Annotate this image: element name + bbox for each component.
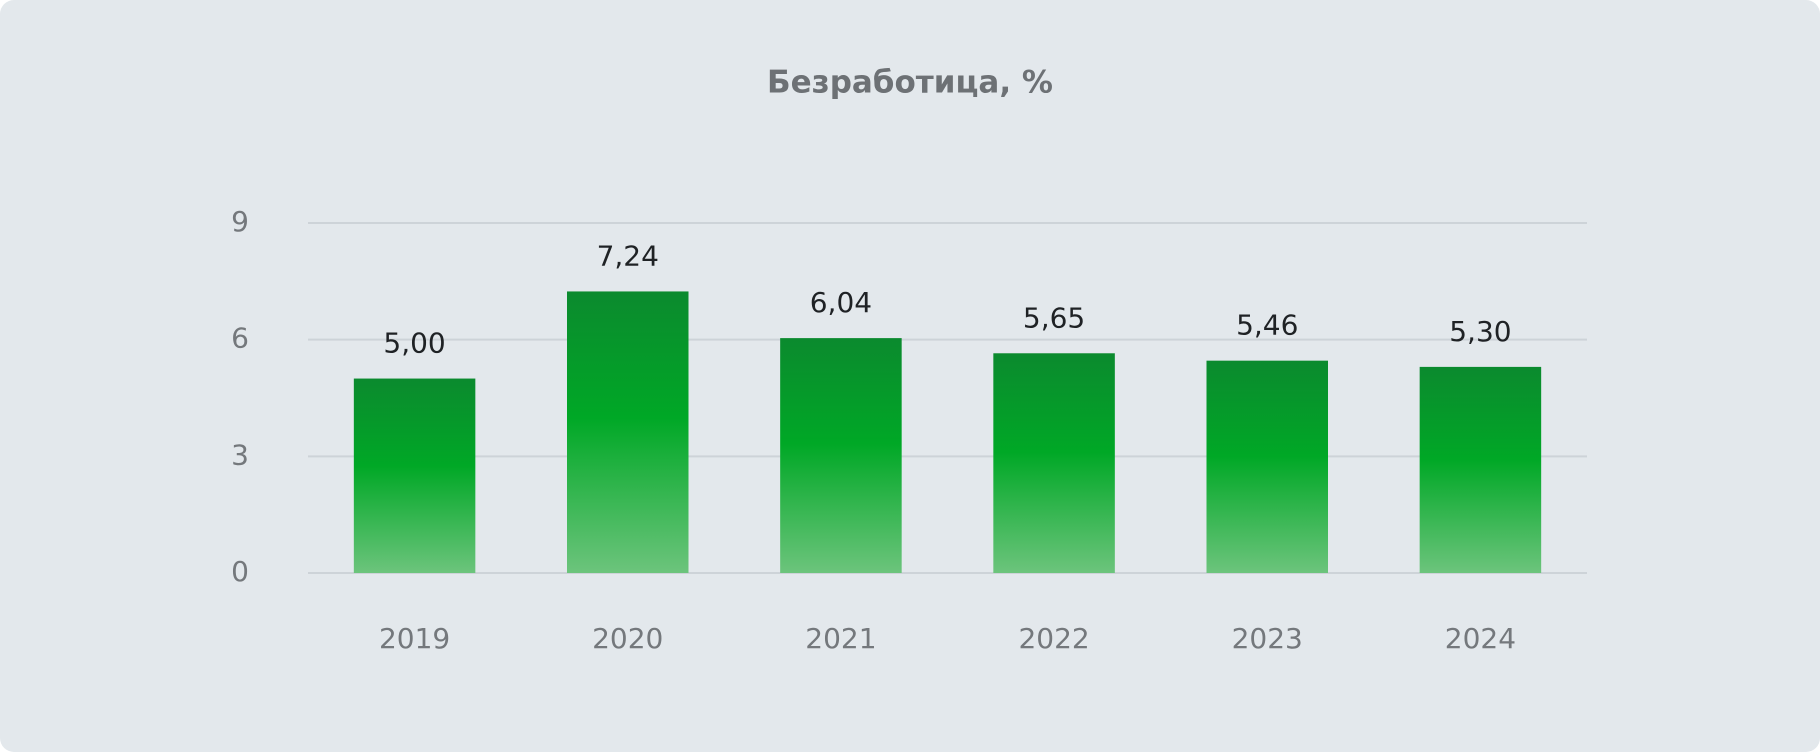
value-label: 5,65 [1023,301,1085,334]
value-label: 5,46 [1236,309,1298,342]
y-tick-label: 9 [231,205,249,238]
bar [1419,366,1542,573]
x-tick-label: 2022 [1018,622,1089,655]
x-tick-label: 2020 [592,622,663,655]
value-label: 7,24 [597,239,659,272]
chart-title: Безработица, % [767,65,1053,101]
x-tick-label: 2024 [1445,622,1516,655]
x-tick-label: 2019 [379,622,450,655]
x-tick-label: 2021 [805,622,876,655]
x-tick-label: 2023 [1232,622,1303,655]
value-label: 6,04 [810,286,872,319]
y-tick-label: 3 [231,438,249,471]
value-label: 5,00 [383,327,445,360]
y-tick-label: 6 [231,322,249,355]
bar [780,338,902,573]
bar [566,291,689,573]
y-tick-label: 0 [231,555,249,588]
bar [1206,360,1329,573]
bar [993,353,1115,573]
value-label: 5,30 [1449,315,1511,348]
bar [353,378,476,573]
